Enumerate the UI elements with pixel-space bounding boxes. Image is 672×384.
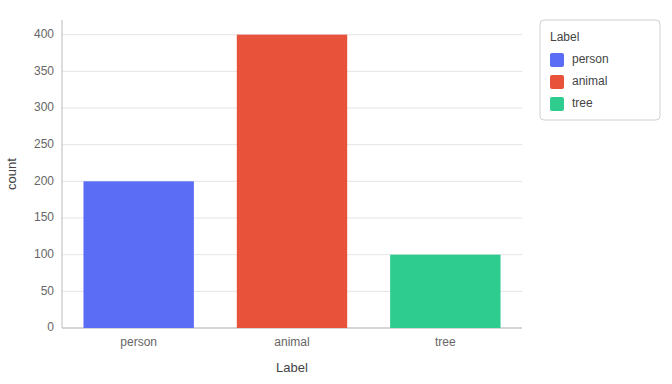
legend: Label person animal tree xyxy=(540,20,660,120)
y-axis-label: count xyxy=(4,158,19,190)
bar xyxy=(237,35,347,328)
legend-title: Label xyxy=(550,30,579,44)
y-tick-label: 0 xyxy=(47,320,54,334)
bar xyxy=(83,181,193,328)
y-tick-label: 100 xyxy=(34,247,54,261)
x-axis: person animal tree xyxy=(120,335,456,349)
y-tick-label: 300 xyxy=(34,100,54,114)
y-axis-line xyxy=(62,20,63,328)
legend-swatch xyxy=(550,53,564,67)
y-tick-label: 400 xyxy=(34,27,54,41)
y-tick-label: 50 xyxy=(41,284,55,298)
grid xyxy=(62,35,522,328)
x-tick-label: animal xyxy=(274,335,309,349)
x-tick-label: person xyxy=(120,335,157,349)
chart-container: 0 50 100 150 200 250 300 350 400 person animal tree… xyxy=(0,0,672,384)
chart-svg: 0 50 100 150 200 250 300 350 400 person animal tree… xyxy=(0,0,672,384)
legend-entry: person xyxy=(572,52,609,66)
bars xyxy=(83,35,500,328)
legend-swatch xyxy=(550,75,564,89)
y-tick-label: 350 xyxy=(34,64,54,78)
y-axis: 0 50 100 150 200 250 300 350 400 xyxy=(34,20,522,334)
y-tick-label: 250 xyxy=(34,137,54,151)
legend-swatch xyxy=(550,97,564,111)
bar xyxy=(390,255,500,328)
legend-frame xyxy=(540,20,660,120)
legend-entry: animal xyxy=(572,74,607,88)
legend-entry: tree xyxy=(572,96,593,110)
x-tick-label: tree xyxy=(435,335,456,349)
y-tick-label: 150 xyxy=(34,210,54,224)
y-tick-label: 200 xyxy=(34,174,54,188)
x-axis-label: Label xyxy=(276,360,308,375)
